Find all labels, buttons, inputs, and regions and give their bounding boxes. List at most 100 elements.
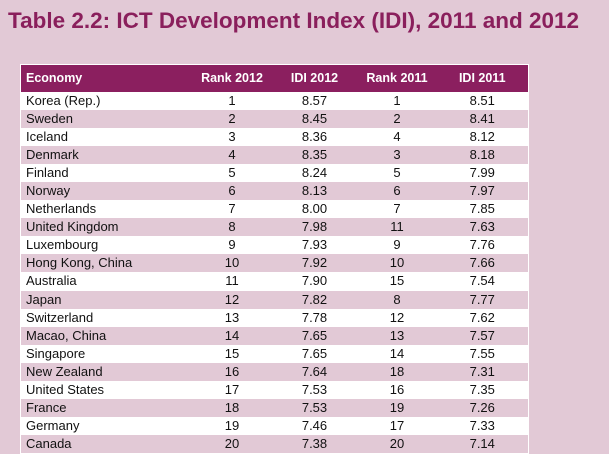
table-row: Korea (Rep.) 1 8.57 1 8.51 (20, 91, 529, 110)
idi-2011-cell: 7.26 (469, 400, 495, 416)
rank-2011-cell: 14 (389, 345, 405, 361)
table-row: Japan 12 7.82 8 7.77 (20, 290, 529, 309)
idi-2012-cell: 7.93 (301, 237, 328, 253)
economy-cell: Netherlands (26, 201, 97, 217)
idi-2012-cell: 8.13 (301, 183, 328, 199)
economy-cell: Germany (26, 418, 80, 434)
idi-2012-cell: 8.36 (301, 128, 328, 144)
rank-2011-cell: 13 (389, 327, 405, 343)
economy-cell: Switzerland (26, 309, 94, 325)
rank-2012-cell: 16 (224, 363, 240, 379)
table-row: New Zealand 16 7.64 18 7.31 (20, 362, 529, 381)
rank-2011-cell: 10 (389, 255, 405, 271)
table-row: France 18 7.53 19 7.26 (20, 399, 529, 418)
economy-cell: Macao, China (26, 327, 107, 343)
idi-2011-cell: 8.41 (469, 110, 495, 126)
idi-2011-cell: 7.54 (469, 273, 495, 289)
rank-2012-cell: 15 (224, 345, 240, 361)
idi-2011-cell: 7.66 (469, 255, 495, 271)
idi-2011-cell: 7.55 (469, 345, 495, 361)
idi-2012-cell: 8.35 (301, 146, 328, 162)
idi-2011-cell: 7.35 (469, 382, 495, 398)
rank-2012-cell: 5 (228, 164, 236, 180)
table-row: United Kingdom 8 7.98 11 7.63 (20, 218, 529, 237)
economy-cell: Iceland (26, 128, 68, 144)
rank-2011-cell: 20 (389, 436, 405, 452)
rank-2011-cell: 16 (389, 382, 405, 398)
economy-cell: Denmark (26, 146, 79, 162)
table-row: Finland 5 8.24 5 7.99 (20, 163, 529, 182)
idi-2012-cell: 7.65 (301, 327, 328, 343)
economy-cell: Korea (Rep.) (26, 92, 101, 108)
rank-2011-cell: 9 (393, 237, 401, 253)
rank-2011-cell: 11 (390, 219, 404, 235)
idi-2012-cell: 7.46 (301, 418, 328, 434)
idi-2012-cell: 8.45 (301, 110, 328, 126)
idi-2012-cell: 7.65 (301, 345, 328, 361)
rank-2012-cell: 10 (224, 255, 240, 271)
idi-table: Economy Rank 2012 IDI 2012 Rank 2011 IDI… (20, 64, 529, 454)
table-row: Norway 6 8.13 6 7.97 (20, 181, 529, 201)
economy-cell: Norway (26, 183, 71, 199)
column-header-idi-2012: IDI 2012 (290, 71, 339, 86)
rank-2012-cell: 11 (225, 273, 239, 289)
idi-2011-cell: 7.85 (469, 201, 495, 217)
idi-2011-cell: 8.12 (469, 128, 495, 144)
table-header: Economy Rank 2012 IDI 2012 Rank 2011 IDI… (20, 64, 529, 92)
idi-2012-cell: 8.57 (301, 92, 328, 108)
table-row: Canada 20 7.38 20 7.14 (20, 435, 529, 454)
idi-2012-cell: 7.82 (301, 291, 328, 307)
column-header-economy: Economy (26, 71, 83, 86)
rank-2012-cell: 20 (224, 436, 240, 452)
table-row: Hong Kong, China 10 7.92 10 7.66 (20, 254, 529, 273)
rank-2011-cell: 2 (393, 110, 401, 126)
idi-2011-cell: 7.33 (469, 418, 495, 434)
economy-cell: Japan (26, 291, 62, 307)
rank-2012-cell: 8 (228, 219, 236, 235)
idi-2011-cell: 7.57 (469, 327, 495, 343)
economy-cell: Canada (26, 436, 72, 452)
idi-2012-cell: 7.53 (301, 400, 328, 416)
economy-cell: Australia (26, 273, 77, 289)
rank-2011-cell: 8 (393, 291, 401, 307)
rank-2011-cell: 18 (389, 363, 405, 379)
rank-2012-cell: 7 (228, 201, 236, 217)
table-row: Singapore 15 7.65 14 7.55 (20, 344, 529, 363)
rank-2012-cell: 3 (228, 128, 236, 144)
rank-2011-cell: 15 (389, 273, 405, 289)
economy-cell: United States (26, 382, 105, 398)
economy-cell: New Zealand (26, 363, 103, 379)
economy-cell: United Kingdom (26, 219, 119, 235)
rank-2012-cell: 12 (224, 291, 240, 307)
table-row: Macao, China 14 7.65 13 7.57 (20, 326, 529, 345)
rank-2011-cell: 19 (389, 400, 405, 416)
idi-2012-cell: 8.00 (301, 201, 328, 217)
header-row: Economy Rank 2012 IDI 2012 Rank 2011 IDI… (20, 64, 529, 92)
rank-2011-cell: 4 (393, 128, 401, 144)
rank-2011-cell: 17 (389, 418, 405, 434)
rank-2012-cell: 2 (228, 110, 236, 126)
idi-2011-cell: 7.76 (469, 237, 495, 253)
idi-2011-cell: 7.97 (469, 183, 495, 199)
idi-2012-cell: 7.64 (301, 363, 328, 379)
page-title: Table 2.2: ICT Development Index (IDI), … (8, 8, 580, 33)
table-row: Switzerland 13 7.78 12 7.62 (20, 308, 529, 327)
idi-2012-cell: 7.78 (301, 309, 328, 325)
column-header-rank-2012: Rank 2012 (201, 71, 263, 86)
rank-2011-cell: 5 (393, 164, 401, 180)
idi-2011-cell: 7.62 (469, 309, 495, 325)
idi-2011-cell: 7.31 (469, 363, 495, 379)
table-row: Sweden 2 8.45 2 8.41 (20, 109, 529, 128)
economy-cell: Hong Kong, China (26, 255, 133, 271)
column-header-rank-2011: Rank 2011 (366, 71, 428, 86)
rank-2012-cell: 13 (224, 309, 240, 325)
economy-cell: France (26, 400, 67, 416)
table-body: Korea (Rep.) 1 8.57 1 8.51 Sweden 2 8.45 2 8.41 Ic… (20, 91, 529, 454)
economy-cell: Luxembourg (26, 237, 99, 253)
rank-2012-cell: 18 (224, 400, 240, 416)
rank-2012-cell: 19 (224, 418, 240, 434)
table-row: Iceland 3 8.36 4 8.12 (20, 127, 529, 146)
table-row: Luxembourg 9 7.93 9 7.76 (20, 236, 529, 255)
idi-2012-cell: 7.92 (301, 255, 328, 271)
rank-2012-cell: 1 (228, 92, 236, 108)
